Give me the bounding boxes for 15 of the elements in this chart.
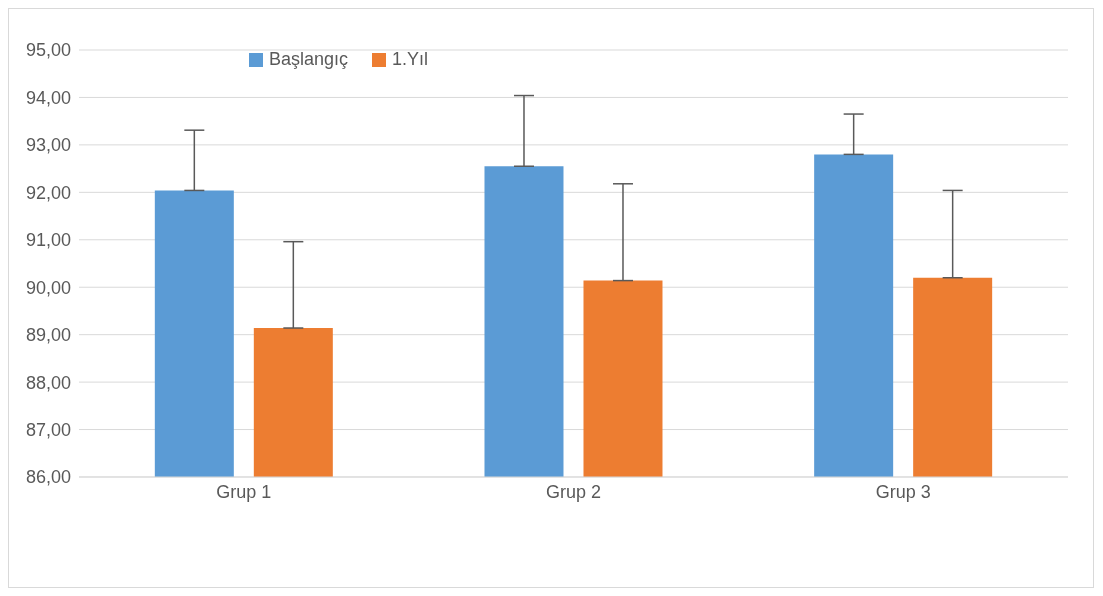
x-tick-label: Grup 1 bbox=[216, 481, 272, 502]
y-tick-label: 91,00 bbox=[25, 230, 71, 251]
legend-label: 1.Yıl bbox=[391, 49, 429, 70]
x-tick-label: Grup 2 bbox=[545, 481, 602, 502]
y-tick-label: 95,00 bbox=[25, 40, 71, 61]
y-tick-label: 92,00 bbox=[25, 182, 71, 203]
y-tick-label: 93,00 bbox=[25, 135, 71, 156]
y-tick-label: 87,00 bbox=[25, 419, 71, 440]
y-tick-label: 94,00 bbox=[25, 87, 71, 108]
y-tick-label: 86,00 bbox=[25, 467, 71, 488]
y-tick-label: 90,00 bbox=[25, 277, 71, 298]
x-tick-label: Grup 3 bbox=[875, 481, 931, 502]
y-tick-label: 89,00 bbox=[25, 325, 71, 346]
y-tick-label: 88,00 bbox=[25, 372, 71, 393]
legend-label: Başlangıç bbox=[268, 49, 349, 70]
